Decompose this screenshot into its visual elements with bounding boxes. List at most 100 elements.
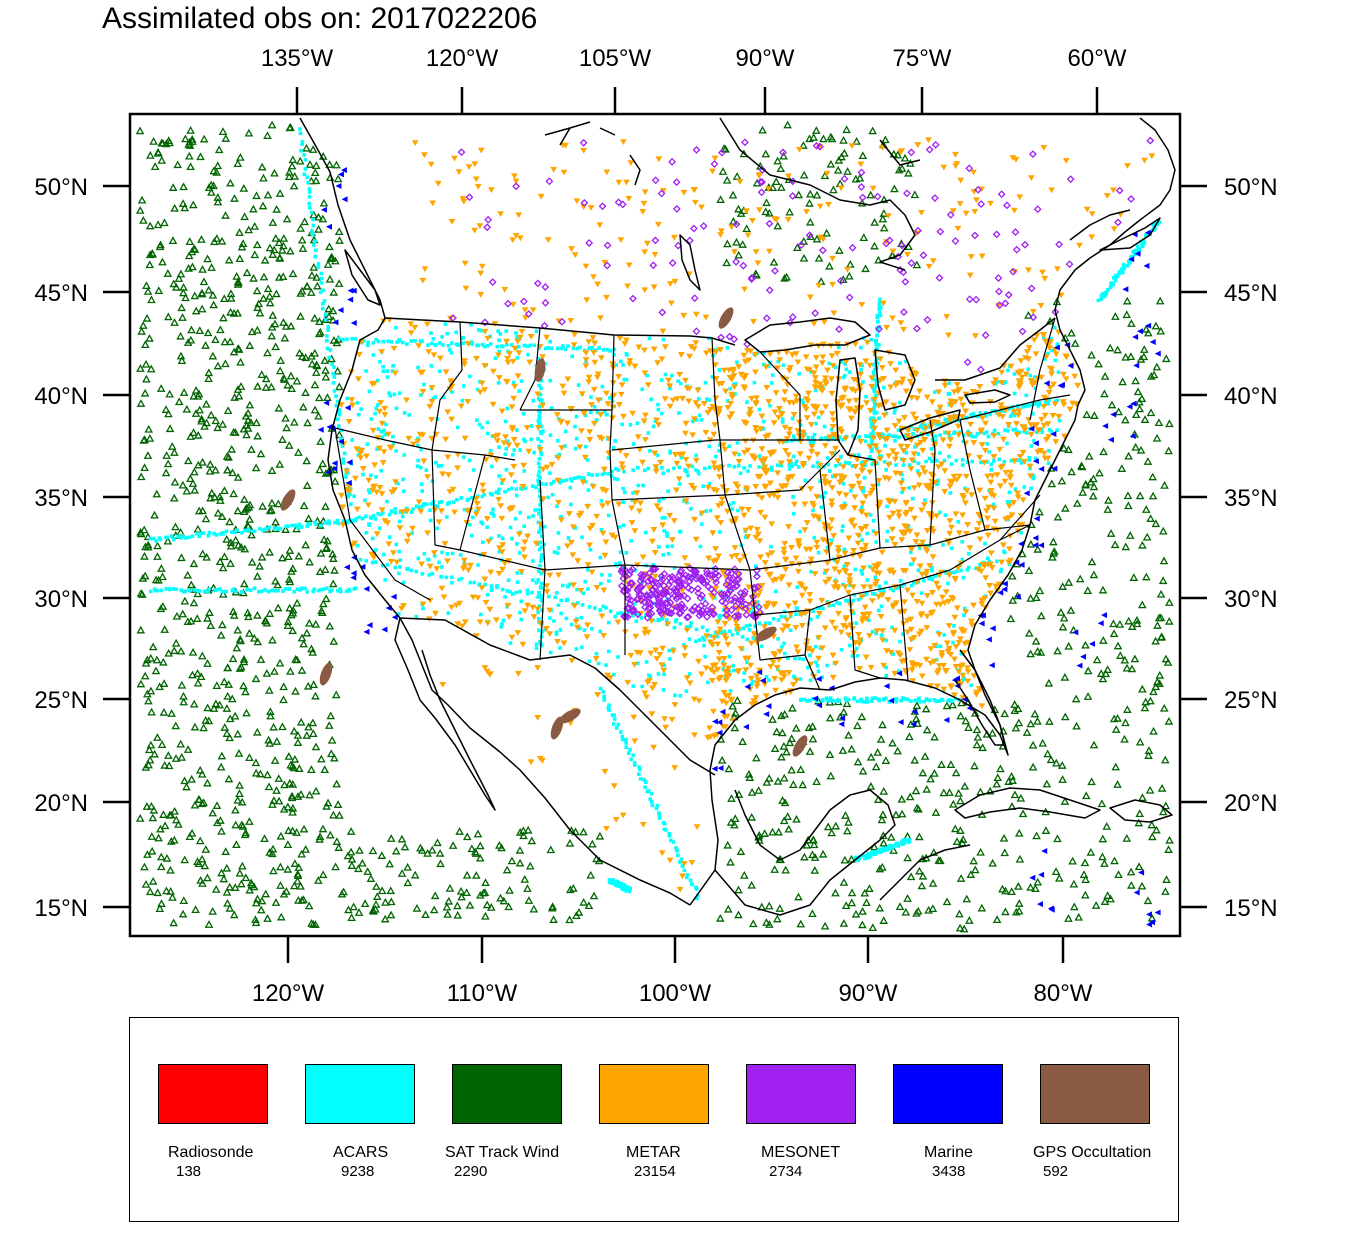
- obs-marker: [305, 524, 310, 529]
- obs-marker: [799, 429, 807, 436]
- obs-marker: [657, 813, 662, 817]
- obs-marker: [397, 391, 402, 395]
- obs-marker: [832, 451, 837, 455]
- obs-marker: [573, 526, 578, 530]
- obs-marker: [840, 148, 849, 157]
- obs-marker: [915, 866, 924, 875]
- obs-marker: [572, 618, 580, 625]
- obs-marker: [678, 381, 683, 386]
- obs-marker: [314, 225, 323, 233]
- obs-marker: [536, 357, 541, 361]
- obs-marker: [958, 414, 966, 420]
- obs-marker: [752, 753, 761, 762]
- obs-marker: [335, 811, 344, 819]
- obs-marker: [708, 508, 713, 513]
- obs-marker: [1098, 852, 1107, 861]
- obs-marker: [1155, 670, 1165, 679]
- obs-marker: [813, 644, 818, 649]
- obs-marker: [653, 417, 661, 424]
- obs-marker: [380, 914, 390, 923]
- obs-marker: [261, 889, 271, 898]
- obs-marker: [155, 682, 164, 691]
- obs-marker: [336, 521, 341, 526]
- obs-marker: [1055, 413, 1063, 420]
- obs-marker: [138, 321, 148, 329]
- obs-marker: [302, 628, 312, 637]
- obs-marker: [1098, 636, 1108, 644]
- obs-marker: [239, 424, 249, 433]
- obs-marker: [275, 459, 285, 468]
- obs-marker: [622, 469, 626, 474]
- obs-marker: [870, 447, 874, 451]
- obs-marker: [375, 447, 379, 451]
- obs-marker: [1024, 393, 1029, 398]
- obs-marker: [916, 563, 924, 570]
- obs-marker: [381, 339, 386, 344]
- obs-marker: [388, 444, 396, 451]
- obs-marker: [226, 293, 236, 302]
- obs-marker: [429, 331, 433, 335]
- obs-marker: [288, 826, 297, 835]
- obs-marker: [224, 255, 234, 264]
- obs-marker: [852, 464, 859, 470]
- obs-marker: [815, 615, 820, 619]
- obs-marker: [401, 477, 405, 482]
- obs-marker: [748, 464, 752, 468]
- obs-marker: [354, 864, 363, 873]
- obs-marker: [205, 460, 215, 468]
- obs-marker: [510, 343, 514, 347]
- obs-marker: [962, 606, 967, 611]
- obs-marker: [838, 746, 848, 754]
- obs-marker: [348, 397, 356, 403]
- obs-marker: [350, 336, 354, 341]
- obs-marker: [918, 507, 926, 514]
- obs-marker: [529, 437, 534, 442]
- obs-marker: [316, 265, 321, 269]
- obs-marker: [274, 238, 284, 247]
- obs-marker: [784, 603, 792, 610]
- obs-marker: [378, 359, 382, 364]
- obs-marker: [566, 536, 571, 540]
- obs-marker: [163, 536, 173, 545]
- obs-marker: [397, 549, 402, 554]
- obs-marker: [1111, 276, 1116, 280]
- obs-marker: [578, 475, 582, 480]
- obs-marker: [977, 414, 981, 419]
- obs-marker: [927, 660, 935, 667]
- obs-marker: [225, 882, 235, 891]
- obs-marker: [762, 778, 772, 786]
- obs-marker: [651, 424, 656, 429]
- obs-marker: [1015, 458, 1020, 462]
- obs-marker: [954, 458, 959, 463]
- obs-marker: [630, 613, 635, 618]
- obs-marker: [773, 914, 782, 923]
- obs-marker: [165, 389, 174, 398]
- obs-marker: [1119, 269, 1124, 273]
- obs-marker: [236, 153, 245, 161]
- obs-marker: [768, 403, 772, 408]
- obs-marker: [225, 337, 235, 346]
- obs-marker: [907, 616, 915, 623]
- obs-marker: [624, 745, 629, 750]
- obs-marker: [779, 627, 787, 634]
- obs-marker: [178, 288, 188, 297]
- obs-marker: [783, 615, 787, 619]
- obs-marker: [710, 375, 715, 379]
- obs-marker: [364, 502, 372, 509]
- obs-marker: [1079, 870, 1089, 878]
- obs-marker: [515, 827, 525, 836]
- obs-marker: [927, 576, 931, 581]
- obs-marker: [978, 601, 986, 608]
- obs-marker: [878, 549, 886, 556]
- obs-marker: [878, 311, 882, 315]
- obs-marker: [397, 519, 402, 524]
- obs-marker: [187, 535, 191, 540]
- obs-marker: [397, 571, 401, 576]
- obs-marker: [210, 492, 220, 501]
- obs-marker: [949, 799, 958, 808]
- obs-marker: [627, 889, 632, 894]
- obs-marker: [466, 497, 471, 502]
- obs-marker: [437, 560, 441, 565]
- obs-marker: [1148, 491, 1158, 500]
- obs-marker: [1155, 296, 1165, 305]
